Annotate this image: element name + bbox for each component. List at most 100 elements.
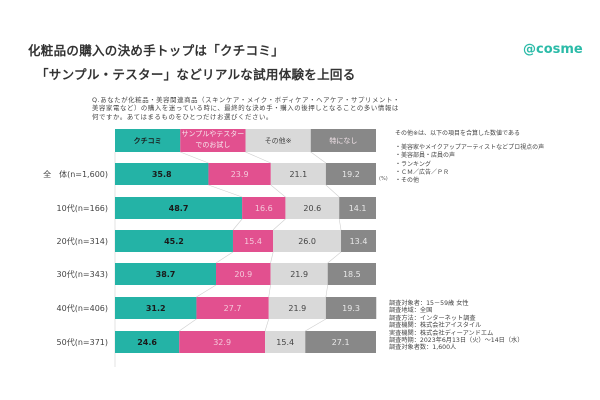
legend-header-cell [180, 129, 246, 152]
data-label: 48.7 [169, 204, 189, 213]
survey-question: Q.あなたが化粧品・美容関連商品（スキンケア・メイク・ボディケア・ヘアケア・サプ… [92, 96, 472, 121]
title-line-1: 化粧品の購入の決め手トップは「クチコミ」 [28, 43, 285, 58]
note-item: ・美容家やメイクアップアーティストなどプロ視点の声 [395, 144, 545, 152]
bar-segment [305, 331, 376, 353]
survey-line: 調査対象者数：1,600人 [389, 344, 457, 352]
data-label: 21.9 [290, 270, 308, 279]
connector-line [215, 251, 234, 264]
other-note: その他※は、以下の項目を合算した数値である ・美容家やメイクアップアーティストな… [395, 130, 544, 185]
bar-segment [339, 197, 376, 219]
bar-segment [208, 163, 271, 185]
row-label: 10代(n=166) [57, 203, 108, 213]
data-label: 15.4 [244, 237, 262, 246]
legend-header-cell [115, 129, 181, 152]
connector-line [245, 151, 271, 164]
data-label: 18.5 [343, 270, 361, 279]
connector-line [327, 251, 342, 264]
bar-segment [325, 163, 376, 185]
survey-line: 調査方法：インターネット調査 [389, 314, 476, 322]
survey-line: 調査時期：2023年6月13日（火）～14日（水） [389, 337, 524, 345]
row-label: 30代(n=343) [57, 269, 108, 279]
row-label: 50代(n=371) [57, 337, 108, 347]
connector-line [272, 218, 286, 231]
legend-header-label: サンプルやテスター [181, 129, 244, 138]
survey-line: 調査対象者：15－59歳 女性 [389, 300, 469, 307]
connector-line [325, 284, 329, 298]
legend-header-label: クチコミ [134, 136, 162, 145]
data-label: 16.6 [255, 204, 273, 213]
survey-line: 調査地域：全国 [389, 307, 433, 315]
data-label: 20.9 [234, 270, 252, 279]
legend-header-label: その他※ [265, 136, 292, 145]
row-label: 20代(n=314) [57, 236, 108, 246]
bar-segment [115, 331, 180, 353]
data-label: 21.9 [288, 304, 306, 313]
data-label: 45.2 [164, 237, 184, 246]
data-label: 13.4 [350, 237, 368, 246]
legend-header-cell [310, 129, 376, 152]
note-heading: その他※は、以下の項目を合算した数値である [395, 130, 520, 137]
connector-line [310, 151, 327, 164]
question-line: Q.あなたが化粧品・美容関連商品（スキンケア・メイク・ボディケア・ヘアケア・サプ… [92, 96, 400, 104]
bar-segment [115, 163, 209, 185]
connector-line [196, 284, 217, 298]
survey-line: 調査機関：株式会社アイスタイル [389, 322, 482, 330]
row-label: 全 体(n=1,600) [43, 169, 108, 179]
note-item: ・その他 [395, 177, 420, 185]
row-label: 40代(n=406) [57, 303, 108, 313]
data-label: 15.4 [276, 338, 294, 347]
bar-segment [325, 297, 377, 319]
data-label: 19.3 [342, 304, 360, 313]
unit-label: (%) [379, 176, 388, 182]
connector-line [208, 184, 243, 198]
data-label: 27.1 [332, 338, 350, 347]
data-label: 14.1 [349, 204, 367, 213]
connector-line [268, 284, 271, 298]
data-label: 23.9 [231, 170, 249, 179]
data-label: 27.7 [224, 304, 242, 313]
connector-line [338, 218, 342, 231]
data-label: 38.7 [156, 270, 176, 279]
data-label: 19.2 [342, 170, 360, 179]
bar-segment [216, 263, 271, 285]
bar-segment [270, 263, 328, 285]
bar-segment [115, 197, 243, 219]
bar-segment [242, 197, 286, 219]
data-label: 24.6 [137, 338, 157, 347]
data-label: 32.9 [213, 338, 231, 347]
cosme-logo: @cosme [523, 42, 583, 57]
bar-segment [115, 263, 217, 285]
bar-segment [179, 331, 266, 353]
data-label: 35.8 [152, 170, 172, 179]
bar-segment [273, 230, 342, 252]
question-line: 何ですか。あてはまるものをひとつだけお選びください。 [92, 112, 273, 121]
legend-header-cell [245, 129, 311, 152]
connector-line [264, 318, 270, 332]
connector-line [180, 151, 209, 164]
connector-line [232, 218, 243, 231]
bar-segment [327, 263, 376, 285]
note-item: ・ランキング [395, 160, 431, 168]
data-label: 26.0 [298, 237, 316, 246]
connector-line [270, 251, 274, 264]
bar-segment [115, 297, 197, 319]
legend-header-label: 特になし [329, 136, 357, 145]
title-line-2: 「サンプル・テスター」などリアルな試用体験を上回る [36, 67, 356, 82]
connector-line [179, 318, 197, 332]
survey-line: 実査機関：株式会社ディーアンドエム [389, 329, 494, 337]
connector-line [305, 318, 327, 332]
bar-segment [341, 230, 376, 252]
bar-segment [196, 297, 269, 319]
connector-line [270, 184, 286, 198]
connector-line [325, 184, 340, 198]
data-label: 20.6 [303, 204, 321, 213]
data-label: 31.2 [146, 304, 166, 313]
bar-segment [285, 197, 340, 219]
note-item: ・ＣＭ／広告／ＰＲ [395, 168, 450, 176]
note-item: ・美容部員・店員の声 [395, 152, 456, 160]
question-line: 美容家電など）の購入を迷っている時に、最終的な決め手・購入の後押しとなることの多… [92, 104, 399, 113]
legend-header-label: でのお試し [195, 140, 230, 149]
bar-segment [265, 331, 306, 353]
bar-segment [268, 297, 326, 319]
